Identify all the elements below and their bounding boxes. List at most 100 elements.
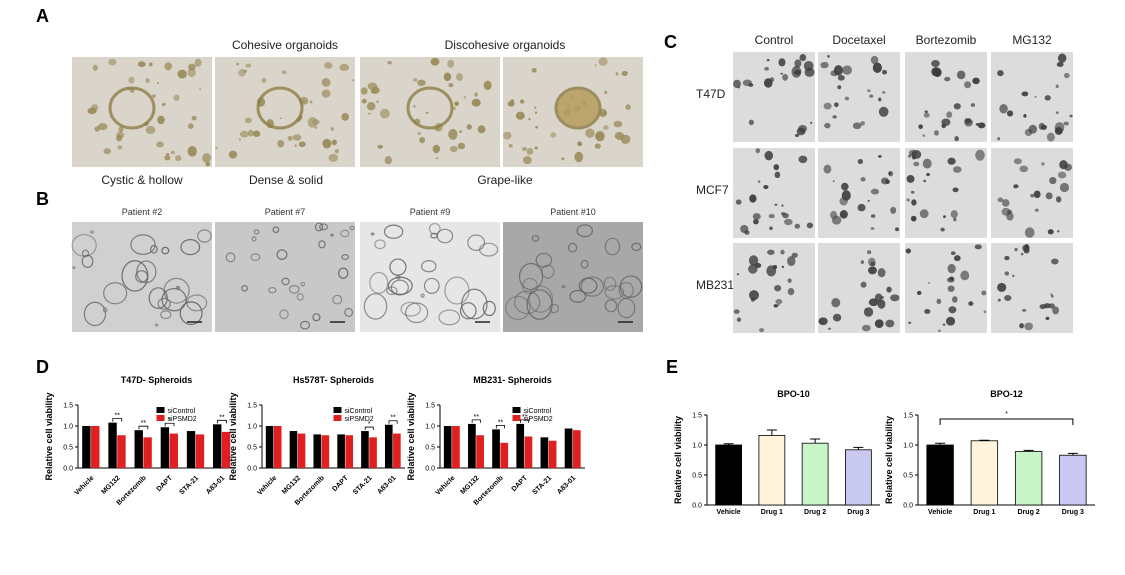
photo-detail: [1006, 110, 1014, 117]
legend-label: siPSMD2: [524, 416, 553, 423]
panel-letter: B: [36, 189, 49, 209]
legend-label: siControl: [524, 408, 552, 415]
photo-detail: [277, 139, 285, 148]
photo-detail: [748, 119, 754, 126]
significance-bracket: [520, 419, 530, 423]
photo-detail: [245, 63, 252, 68]
photo-detail: [981, 290, 987, 296]
error-bar: [723, 443, 734, 445]
panel-letter: C: [664, 32, 677, 52]
photo-detail: [794, 59, 802, 68]
photo-detail: [421, 260, 437, 273]
photo-detail: [276, 249, 288, 260]
bar: [540, 437, 549, 468]
photo-detail: [187, 123, 194, 129]
photo-detail: [913, 161, 920, 167]
photo-detail: [250, 253, 261, 262]
photo-detail: [161, 287, 187, 312]
photo-detail: [459, 130, 463, 134]
y-tick-label: 1.5: [903, 413, 913, 420]
photo-detail: [940, 227, 945, 232]
photo-detail: [225, 252, 236, 263]
photo-detail: [341, 113, 350, 121]
photo-detail: [931, 60, 940, 68]
photo-detail: [1057, 171, 1067, 179]
organoid: [108, 86, 156, 130]
photo-detail: [281, 277, 290, 286]
photo-detail: [238, 138, 242, 141]
significance-bracket: [471, 419, 481, 423]
photo-detail: [888, 171, 892, 175]
bar: [213, 424, 222, 468]
photo-detail: [243, 69, 247, 73]
photo-detail: [742, 79, 753, 87]
photo-detail: [302, 100, 305, 103]
photo-detail: [177, 69, 187, 79]
photo-detail: [886, 286, 892, 293]
photo-detail: [459, 302, 477, 320]
photo-detail: [367, 82, 378, 91]
bar: [476, 435, 484, 468]
photo-detail: [412, 78, 418, 82]
significance-label: **: [141, 420, 147, 427]
photo-detail: [777, 303, 780, 306]
error-bar: [766, 429, 777, 436]
bar: [492, 429, 500, 468]
photo-detail: [952, 166, 962, 173]
bar: [143, 437, 152, 468]
photo-label: Patient #7: [265, 207, 306, 217]
photo-detail: [870, 55, 879, 65]
photo-detail: [1013, 184, 1019, 189]
photo-detail: [736, 317, 742, 322]
photo-detail: [870, 227, 875, 231]
photo-detail: [997, 197, 1004, 203]
bar: [369, 437, 377, 468]
photo: [733, 148, 815, 238]
bar: [273, 426, 282, 468]
photo-detail: [561, 285, 566, 289]
row-label: MCF7: [696, 183, 729, 197]
photo-detail: [806, 222, 814, 229]
photo-detail: [1033, 190, 1041, 199]
photo-detail: [338, 267, 349, 279]
photo-detail: [483, 80, 492, 91]
photo-detail: [521, 146, 527, 151]
photo-detail: [1051, 294, 1054, 298]
photo-detail: [361, 98, 367, 104]
error-bar: [935, 442, 946, 445]
photo-detail: [340, 229, 350, 238]
photo: [733, 243, 815, 333]
photo-detail: [997, 70, 1004, 77]
photo-detail: [1059, 182, 1070, 193]
photo-detail: [943, 215, 946, 218]
photo-detail: [205, 161, 211, 167]
y-tick-label: 0.0: [425, 466, 435, 473]
photo-detail: [834, 102, 839, 108]
photo-detail: [924, 110, 928, 114]
photo-detail: [885, 179, 890, 184]
photo-detail: [387, 60, 392, 65]
photo-detail: [154, 323, 159, 327]
photo-detail: [890, 294, 900, 302]
photo-detail: [160, 310, 172, 320]
photo-detail: [759, 328, 765, 333]
photo-detail: [946, 111, 953, 118]
significance-label: **: [498, 419, 504, 426]
photo-detail: [878, 155, 882, 158]
photo-detail: [791, 252, 798, 258]
photo-detail: [417, 132, 421, 135]
error-bar: [853, 446, 864, 450]
x-tick-label: Vehicle: [717, 509, 741, 516]
photo-detail: [774, 284, 782, 292]
photo-detail: [933, 67, 942, 78]
photo-detail: [764, 150, 774, 161]
y-tick-label: 1.0: [63, 424, 73, 431]
photo-detail: [863, 307, 874, 317]
y-tick-label: 0.0: [63, 466, 73, 473]
photo-detail: [1030, 193, 1035, 198]
photo-detail: [463, 96, 467, 99]
legend-label: siPSMD2: [345, 416, 374, 423]
photo-detail: [108, 58, 117, 66]
photo-detail: [194, 58, 202, 67]
photo-detail: [344, 307, 354, 317]
